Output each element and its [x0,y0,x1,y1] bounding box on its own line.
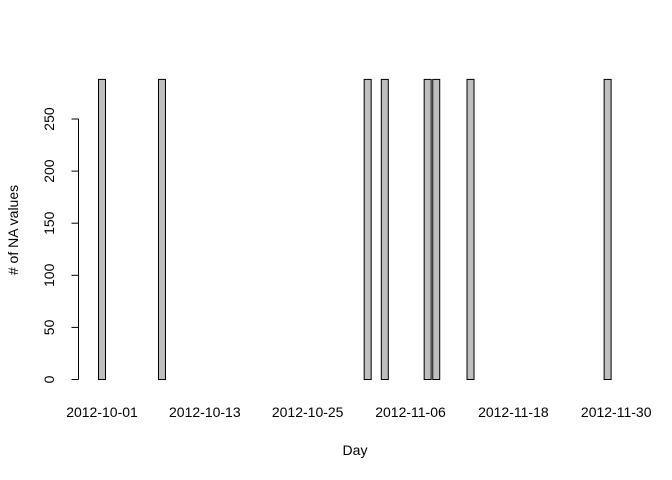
bar [603,78,612,381]
bar [157,78,166,381]
bar [363,78,372,381]
y-axis: 0 50 100 150 200 250 [41,107,79,383]
x-tick-label: 2012-11-30 [581,404,652,420]
y-tick-label: 250 [41,107,57,131]
x-tick-label: 2012-11-18 [478,404,549,420]
bar [466,78,475,381]
y-tick-label: 50 [41,319,57,335]
x-tick-label: 2012-10-13 [169,404,241,420]
y-tick-label: 0 [41,375,57,383]
y-tick-label: 150 [41,211,57,235]
x-axis-label: Day [343,442,368,458]
x-tick-label: 2012-11-06 [375,404,446,420]
bar [423,78,432,381]
bars-group [98,78,612,381]
y-tick-label: 100 [41,263,57,287]
x-tick-label: 2012-10-25 [272,404,344,420]
y-tick-label: 200 [41,159,57,183]
bar [98,78,106,381]
x-tick-label: 2012-10-01 [66,404,138,420]
x-axis: 2012-10-01 2012-10-13 2012-10-25 2012-11-06… [66,404,652,420]
bar [432,78,441,381]
bar [380,78,389,381]
y-axis-label: # of NA values [5,185,21,275]
